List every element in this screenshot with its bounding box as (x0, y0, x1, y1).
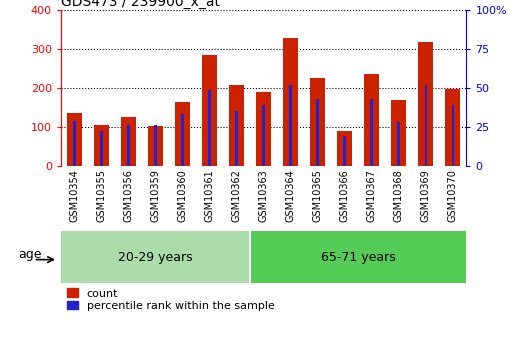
Bar (121, 117, 136, 166)
Bar (391, 100, 407, 166)
Text: GDS473 / 239900_x_at: GDS473 / 239900_x_at (61, 0, 220, 9)
Bar (262, 105, 265, 166)
Bar (208, 89, 211, 166)
Text: GSM10368: GSM10368 (394, 169, 404, 221)
Text: GSM10366: GSM10366 (340, 169, 350, 221)
Bar (73, 120, 76, 166)
Text: GSM10355: GSM10355 (96, 169, 107, 222)
Bar (67, 113, 82, 166)
Bar (154, 125, 157, 166)
Bar (148, 126, 163, 166)
Text: GSM10365: GSM10365 (313, 169, 323, 222)
Bar (452, 105, 454, 166)
Bar (100, 131, 103, 166)
Bar (175, 101, 190, 166)
Bar (343, 136, 346, 166)
FancyBboxPatch shape (250, 231, 466, 283)
Text: GSM10369: GSM10369 (421, 169, 431, 221)
Bar (370, 99, 373, 166)
Bar (181, 115, 184, 166)
Text: 20-29 years: 20-29 years (118, 250, 193, 264)
Bar (94, 125, 109, 166)
Bar (127, 125, 130, 166)
Text: GSM10360: GSM10360 (178, 169, 188, 221)
Text: GSM10359: GSM10359 (151, 169, 161, 222)
Bar (337, 131, 352, 166)
Bar (316, 99, 319, 166)
Text: GSM10356: GSM10356 (123, 169, 134, 222)
Bar (398, 122, 400, 166)
Text: GSM10364: GSM10364 (286, 169, 296, 221)
Bar (289, 85, 292, 166)
FancyBboxPatch shape (61, 231, 250, 283)
Text: GSM10362: GSM10362 (232, 169, 242, 222)
Text: 65-71 years: 65-71 years (321, 250, 396, 264)
Text: age: age (18, 248, 42, 261)
Legend: count, percentile rank within the sample: count, percentile rank within the sample (66, 288, 275, 311)
Bar (310, 78, 325, 166)
Text: GSM10361: GSM10361 (205, 169, 215, 221)
Bar (202, 55, 217, 166)
Bar (445, 89, 461, 166)
Bar (256, 92, 271, 166)
Bar (425, 85, 427, 166)
Text: GSM10363: GSM10363 (259, 169, 269, 221)
Bar (283, 38, 298, 166)
Bar (418, 42, 434, 166)
Bar (229, 85, 244, 166)
Text: GSM10367: GSM10367 (367, 169, 377, 222)
Bar (364, 75, 379, 166)
Text: GSM10354: GSM10354 (69, 169, 80, 222)
Bar (235, 111, 238, 166)
Text: GSM10370: GSM10370 (448, 169, 458, 222)
